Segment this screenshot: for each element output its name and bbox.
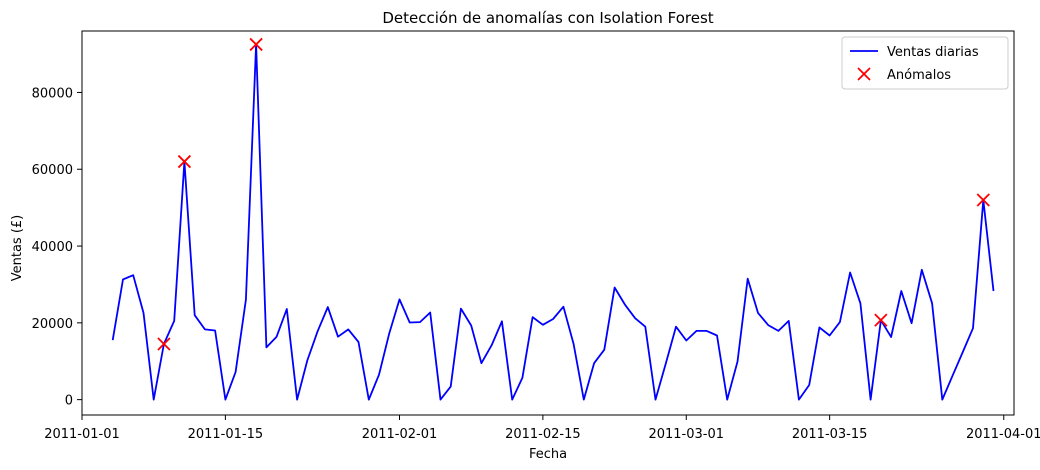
legend-box xyxy=(841,36,1009,90)
y-tick-label: 20000 xyxy=(32,317,73,332)
series-layer xyxy=(111,37,995,401)
y-tick-label: 40000 xyxy=(32,240,73,255)
legend-label: Anómalos xyxy=(887,68,951,83)
x-tick-label: 2011-01-15 xyxy=(188,427,264,442)
y-axis-label: Ventas (£) xyxy=(10,215,25,282)
x-tick-label: 2011-01-01 xyxy=(44,427,120,442)
x-tick-label: 2011-02-01 xyxy=(362,427,438,442)
legend: Ventas diarias Anómalos xyxy=(841,36,1009,90)
anomaly-marker xyxy=(249,37,263,52)
chart-title: Detección de anomalías con Isolation For… xyxy=(382,9,713,27)
x-tick-label: 2011-04-01 xyxy=(966,427,1040,442)
plot-area xyxy=(81,30,1015,416)
anomaly-marker xyxy=(874,313,888,327)
anomaly-marker xyxy=(157,337,171,351)
y-tick-label: 0 xyxy=(65,394,73,409)
anomaly-marker xyxy=(177,154,192,169)
x-axis-label: Fecha xyxy=(529,447,567,462)
plot-border xyxy=(81,30,1015,416)
x-tick-label: 2011-03-15 xyxy=(792,427,868,442)
y-axis: 0 20000 40000 60000 80000 xyxy=(32,86,82,409)
x-axis: 2011-01-01 2011-01-15 2011-02-01 2011-02-15… xyxy=(44,415,1040,442)
anomaly-marker xyxy=(976,193,990,207)
x-tick-label: 2011-02-15 xyxy=(505,427,581,442)
legend-label: Ventas diarias xyxy=(887,45,979,60)
x-tick-label: 2011-03-01 xyxy=(648,427,724,442)
legend-swatch-x xyxy=(857,67,871,81)
y-tick-label: 80000 xyxy=(32,86,73,101)
y-tick-label: 60000 xyxy=(32,163,73,178)
series-line-ventas-diarias xyxy=(111,43,995,401)
